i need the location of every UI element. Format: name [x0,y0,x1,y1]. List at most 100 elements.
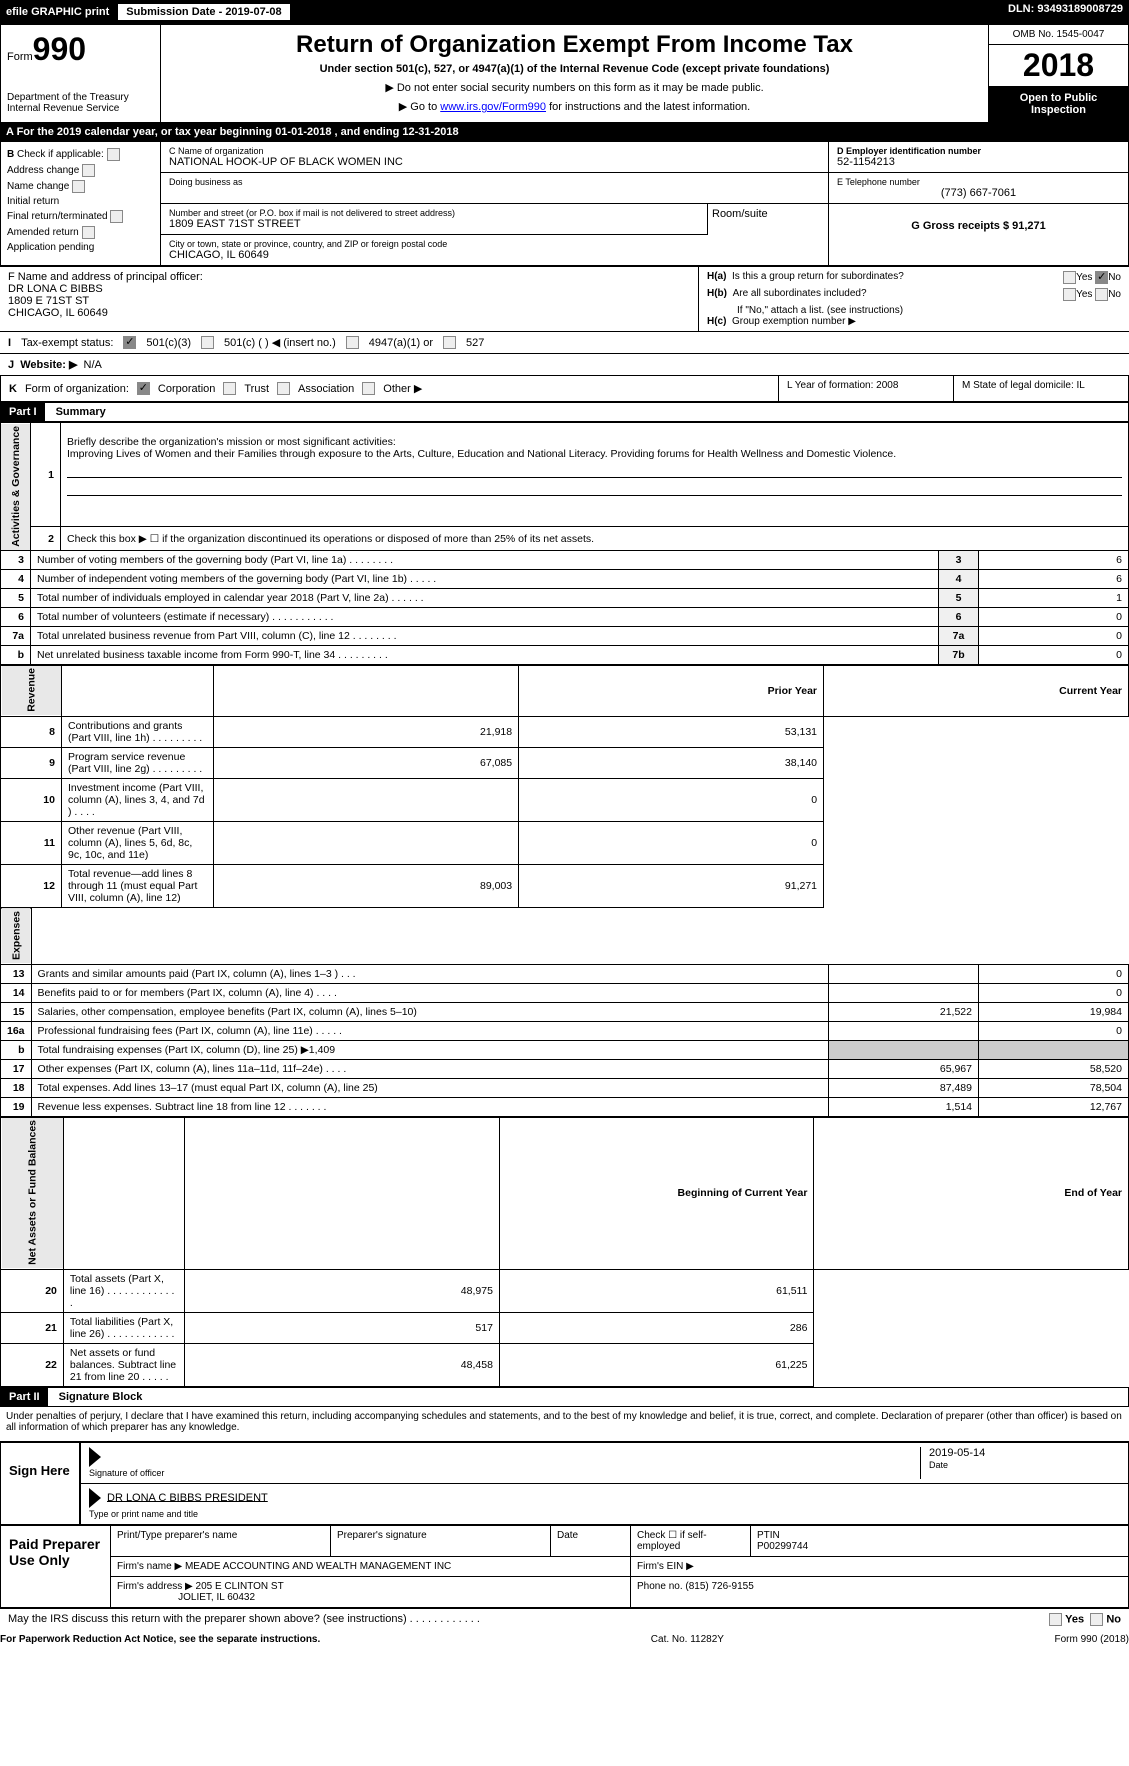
calendar-year-row: A For the 2019 calendar year, or tax yea… [0,123,1129,141]
prior-value: 65,967 [829,1059,979,1078]
line-desc: Revenue less expenses. Subtract line 18 … [31,1097,828,1116]
ref-num: 7a [939,626,979,645]
irs-link[interactable]: www.irs.gov/Form990 [440,101,546,113]
line-value: 0 [979,645,1129,664]
line-num: 17 [1,1059,32,1078]
discuss-yes[interactable] [1049,1613,1062,1626]
checkbox[interactable] [82,164,95,177]
part1-title: Summary [48,403,114,421]
line-desc: Total number of volunteers (estimate if … [31,607,939,626]
paid-preparer-section: Paid Preparer Use Only Print/Type prepar… [0,1525,1129,1608]
line-num: 16a [1,1021,32,1040]
checkbox[interactable] [110,210,123,223]
end-year-header: End of Year [814,1117,1129,1269]
officer-row: F Name and address of principal officer:… [0,266,1129,331]
current-value: 0 [519,778,824,821]
revenue-table: Revenue Prior Year Current Year 8Contrib… [0,665,1129,908]
line-num: 19 [1,1097,32,1116]
inspection-label: Open to Public Inspection [989,86,1128,122]
tax-year: 2018 [989,45,1128,86]
website-row: J Website: ▶ N/A [0,353,1129,375]
opt-name: Name change [7,180,154,193]
omb-number: OMB No. 1545-0047 [989,25,1128,45]
line-value: 6 [979,550,1129,569]
line-desc: Salaries, other compensation, employee b… [31,1002,828,1021]
firm-phone: Phone no. (815) 726-9155 [631,1577,1128,1607]
end-value: 61,225 [499,1343,814,1386]
room-label: Room/suite [712,208,824,220]
opt-address: Address change [7,164,154,177]
current-value: 0 [979,964,1129,983]
line-num: 3 [1,550,31,569]
corp-check[interactable] [137,382,150,395]
opt-final: Final return/terminated [7,210,154,223]
part2-header: Part II [1,1388,48,1406]
line-desc: Other expenses (Part IX, column (A), lin… [31,1059,828,1078]
checkbox[interactable] [82,226,95,239]
tab-activities: Activities & Governance [1,423,31,551]
cat-no: Cat. No. 11282Y [651,1634,724,1645]
ref-num: 6 [939,607,979,626]
line-value: 0 [979,626,1129,645]
officer-name: DR LONA C BIBBS [8,283,690,295]
line-num: 10 [1,778,62,821]
current-year-header: Current Year [824,665,1129,716]
line-desc: Other revenue (Part VIII, column (A), li… [61,821,213,864]
gross-receipts: G Gross receipts $ 91,271 [911,220,1046,232]
assoc-check[interactable] [277,382,290,395]
dba-label: Doing business as [169,177,820,187]
firm-name: MEADE ACCOUNTING AND WEALTH MANAGEMENT I… [185,1561,451,1572]
hb-yes[interactable] [1063,288,1076,301]
discuss-no[interactable] [1090,1613,1103,1626]
form-title: Return of Organization Exempt From Incom… [167,31,982,59]
current-value: 58,520 [979,1059,1129,1078]
trust-check[interactable] [223,382,236,395]
line-num: 6 [1,607,31,626]
current-value: 0 [519,821,824,864]
footer: For Paperwork Reduction Act Notice, see … [0,1630,1129,1649]
4947-check[interactable] [346,336,359,349]
line-num: 22 [1,1343,64,1386]
street-label: Number and street (or P.O. box if mail i… [169,208,699,218]
527-check[interactable] [443,336,456,349]
mission-text: Improving Lives of Women and their Famil… [67,448,896,460]
line-value: 0 [979,607,1129,626]
hb-no[interactable] [1095,288,1108,301]
checkbox[interactable] [107,148,120,161]
tax-status-row: I Tax-exempt status: 501(c)(3) 501(c) ( … [0,331,1129,353]
prior-value: 1,514 [829,1097,979,1116]
paid-label: Paid Preparer Use Only [1,1526,111,1607]
opt-pending: Application pending [7,242,154,253]
prior-value: 87,489 [829,1078,979,1097]
city-label: City or town, state or province, country… [169,239,820,249]
prior-value: 89,003 [214,864,519,907]
end-value: 61,511 [499,1269,814,1312]
501c-check[interactable] [201,336,214,349]
sig-arrow-icon [89,1488,101,1508]
end-value: 286 [499,1312,814,1343]
current-value: 0 [979,983,1129,1002]
line-num: 7a [1,626,31,645]
ha-no[interactable] [1095,271,1108,284]
form-prefix: Form [7,51,33,63]
summary-table: Activities & Governance 1 Briefly descri… [0,422,1129,665]
line-num: 4 [1,569,31,588]
header-bar: efile GRAPHIC print Submission Date - 20… [0,0,1129,24]
current-value: 0 [979,1021,1129,1040]
form-note1: ▶ Do not enter social security numbers o… [167,81,982,94]
ha-yes[interactable] [1063,271,1076,284]
prior-value: 21,918 [214,716,519,747]
line-desc: Total liabilities (Part X, line 26) . . … [63,1312,184,1343]
501c3-check[interactable] [123,336,136,349]
ein-value: 52-1154213 [837,156,1120,168]
other-check[interactable] [362,382,375,395]
prior-value: 21,522 [829,1002,979,1021]
prior-value [829,1021,979,1040]
net-assets-table: Net Assets or Fund Balances Beginning of… [0,1117,1129,1387]
state-domicile: M State of legal domicile: IL [954,376,1128,401]
line-desc: Total revenue—add lines 8 through 11 (mu… [61,864,213,907]
officer-name-title: DR LONA C BIBBS PRESIDENT [107,1491,268,1503]
line-desc: Total assets (Part X, line 16) . . . . .… [63,1269,184,1312]
prior-value: 67,085 [214,747,519,778]
checkbox[interactable] [72,180,85,193]
